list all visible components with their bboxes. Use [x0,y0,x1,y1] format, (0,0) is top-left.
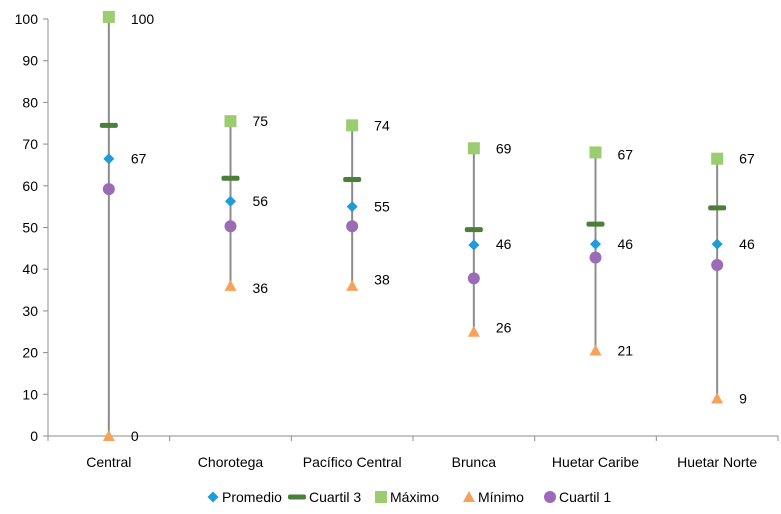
point-cuartil-3 [221,175,240,181]
y-tick-label: 10 [22,386,38,402]
point-promedio [103,153,115,165]
point-promedio [590,238,601,250]
y-tick-label: 50 [22,220,38,236]
point-cuartil-1 [224,220,237,233]
point-m-ximo [224,115,237,128]
y-axis-ticks: 0 10 20 30 40 50 60 70 80 90 100 [15,11,48,444]
point-m-nimo [102,430,115,441]
legend: Promedio Cuartil 3 Máximo Mínimo Cuartil 1 [207,489,611,505]
point-cuartil-3 [343,177,362,183]
legend-item-label: Cuartil 3 [309,489,361,505]
legend-item-label: Mínimo [478,489,524,505]
data-label: 67 [131,151,147,167]
point-cuartil-3 [708,205,727,211]
data-label: 21 [618,343,634,359]
data-label: 38 [374,272,390,288]
point-m-ximo [346,119,359,132]
legend-item-label: Máximo [390,489,439,505]
y-tick-label: 40 [22,261,38,277]
legend-marker [463,491,475,502]
point-promedio [225,195,236,207]
point-m-nimo [467,325,480,337]
y-tick-label: 100 [15,11,39,27]
legend-marker [375,491,387,503]
point-m-nimo [224,279,237,291]
y-tick-label: 60 [22,178,38,194]
x-tick-label: Pacífico Central [303,454,402,470]
data-marks [99,10,727,441]
legend-item-label: Cuartil 1 [559,489,611,505]
legend-marker [544,491,556,503]
point-m-ximo [102,10,115,23]
data-label: 67 [618,147,634,163]
data-label: 75 [253,113,269,129]
legend-marker [288,494,306,500]
point-cuartil-1 [102,183,115,196]
data-label: 46 [496,236,512,252]
x-tick-label: Central [86,454,131,470]
point-m-ximo [467,142,480,155]
x-tick-label: Huetar Caribe [552,454,639,470]
data-label: 9 [739,390,747,406]
x-axis-ticks: Central Chorotega Pacífico Central Brunca Hu… [47,436,779,470]
point-m-nimo [346,279,359,291]
data-label: 55 [374,199,390,215]
y-tick-label: 20 [22,345,38,361]
y-tick-label: 90 [22,53,38,69]
range-lines [107,16,719,436]
legend-item-label: Promedio [222,489,282,505]
data-label: 46 [618,236,634,252]
point-cuartil-1 [589,251,602,264]
data-label: 36 [253,280,269,296]
point-m-ximo [589,146,602,159]
data-label: 0 [131,428,139,444]
point-cuartil-3 [586,221,605,227]
y-tick-label: 80 [22,94,38,110]
data-label: 69 [496,140,512,156]
point-cuartil-1 [467,272,480,285]
point-cuartil-1 [346,220,359,233]
x-tick-label: Brunca [452,454,497,470]
y-tick-label: 0 [30,428,38,444]
legend-marker [207,491,219,503]
x-tick-label: Chorotega [198,454,264,470]
point-m-nimo [589,344,602,356]
y-tick-label: 30 [22,303,38,319]
data-label: 26 [496,320,512,336]
axes [47,19,778,437]
point-cuartil-3 [464,227,483,233]
data-label: 100 [131,11,155,27]
x-tick-label: Huetar Norte [677,454,757,470]
point-cuartil-1 [711,259,724,272]
point-cuartil-3 [99,122,118,128]
point-promedio [346,201,358,213]
point-promedio [711,238,723,250]
data-label: 46 [739,236,755,252]
y-tick-label: 70 [22,136,38,152]
data-label: 56 [253,193,269,209]
data-label: 74 [374,117,390,133]
point-promedio [468,239,480,251]
point-m-nimo [711,392,724,404]
data-labels: 100 67 0 75 56 36 74 55 38 69 46 26 67 46 21 67 46 9 [131,11,755,444]
point-m-ximo [711,152,724,165]
data-label: 67 [739,151,755,167]
